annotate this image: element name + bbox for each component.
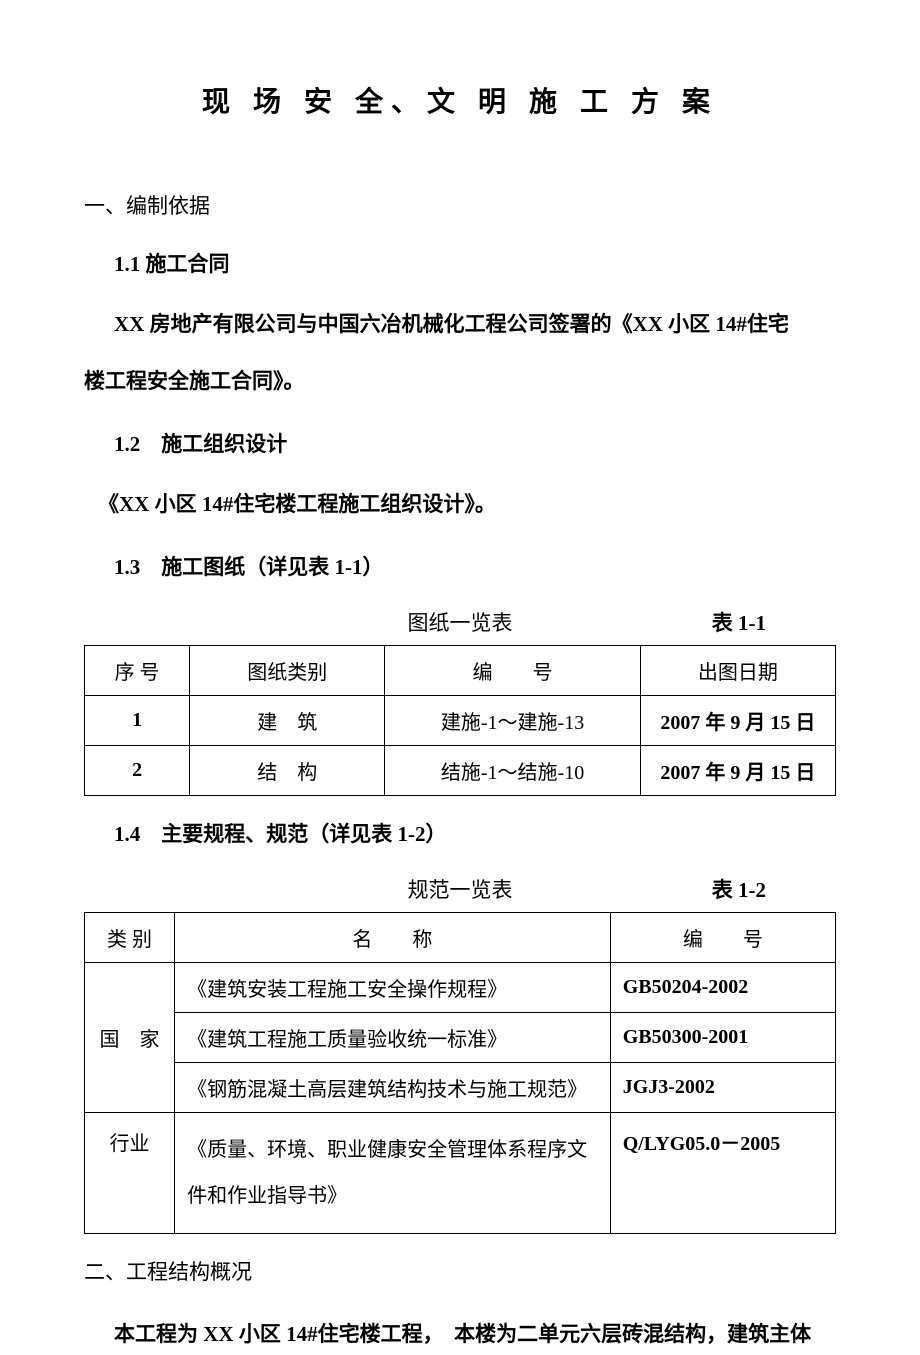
table-cell-category: 国 家 xyxy=(85,962,175,1112)
table-row: 国 家 《建筑安装工程施工安全操作规程》 GB50204-2002 xyxy=(85,962,836,1012)
body-1-2: 《XX 小区 14#住宅楼工程施工组织设计》。 xyxy=(98,484,836,525)
table-cell: GB50300-2001 xyxy=(610,1012,835,1062)
table-cell: 建 筑 xyxy=(190,695,385,745)
table-cell: Q/LYG05.0－2005 xyxy=(610,1112,835,1233)
table-cell: 2007 年 9 月 15 日 xyxy=(640,745,835,795)
table-cell: 结施-1～结施-10 xyxy=(385,745,640,795)
table-row: 序 号 图纸类别 编 号 出图日期 xyxy=(85,645,836,695)
section-1-heading: 一、编制依据 xyxy=(84,190,836,220)
table-cell: 2 xyxy=(85,745,190,795)
table-1-caption-title: 图纸一览表 xyxy=(408,607,513,637)
table-cell: 1 xyxy=(85,695,190,745)
table-row: 2 结 构 结施-1～结施-10 2007 年 9 月 15 日 xyxy=(85,745,836,795)
table-cell: 《建筑安装工程施工安全操作规程》 xyxy=(175,962,611,1012)
table-1-caption-right: 表 1-1 xyxy=(712,607,766,637)
table-cell: 《钢筋混凝土高层建筑结构技术与施工规范》 xyxy=(175,1062,611,1112)
subsection-1-1: 1.1 施工合同 xyxy=(114,248,836,278)
body-1-1-cont: 楼工程安全施工合同》。 xyxy=(84,361,836,402)
table-header: 编 号 xyxy=(610,912,835,962)
section-2-heading: 二、工程结构概况 xyxy=(84,1256,836,1286)
table-2-caption-title: 规范一览表 xyxy=(408,874,513,904)
document-title: 现 场 安 全、文 明 施 工 方 案 xyxy=(84,80,836,120)
table-1-caption: 图纸一览表 表 1-1 xyxy=(84,607,836,637)
table-header: 编 号 xyxy=(385,645,640,695)
body-2: 本工程为 XX 小区 14#住宅楼工程， 本楼为二单元六层砖混结构，建筑主体 xyxy=(114,1314,836,1355)
table-row: 1 建 筑 建施-1～建施-13 2007 年 9 月 15 日 xyxy=(85,695,836,745)
table-row: 《建筑工程施工质量验收统一标准》 GB50300-2001 xyxy=(85,1012,836,1062)
body-2-text: 本工程为 XX 小区 14#住宅楼工程， 本楼为二单元六层砖混结构，建筑主体 xyxy=(114,1322,811,1346)
table-header: 图纸类别 xyxy=(190,645,385,695)
table-row: 类 别 名 称 编 号 xyxy=(85,912,836,962)
table-row: 行业 《质量、环境、职业健康安全管理体系程序文件和作业指导书》 Q/LYG05.… xyxy=(85,1112,836,1233)
table-cell: 《建筑工程施工质量验收统一标准》 xyxy=(175,1012,611,1062)
table-2-caption: 规范一览表 表 1-2 xyxy=(84,874,836,904)
table-1-drawings: 序 号 图纸类别 编 号 出图日期 1 建 筑 建施-1～建施-13 2007 … xyxy=(84,645,836,796)
table-header: 序 号 xyxy=(85,645,190,695)
table-cell: 建施-1～建施-13 xyxy=(385,695,640,745)
table-cell: 2007 年 9 月 15 日 xyxy=(640,695,835,745)
subsection-1-3: 1.3 施工图纸（详见表 1-1） xyxy=(114,551,836,581)
table-cell: JGJ3-2002 xyxy=(610,1062,835,1112)
table-cell: GB50204-2002 xyxy=(610,962,835,1012)
table-header: 名 称 xyxy=(175,912,611,962)
subsection-1-2: 1.2 施工组织设计 xyxy=(114,428,836,458)
table-cell: 结 构 xyxy=(190,745,385,795)
body-1-1-line-b: 楼工程安全施工合同》。 xyxy=(84,369,305,393)
table-row: 《钢筋混凝土高层建筑结构技术与施工规范》 JGJ3-2002 xyxy=(85,1062,836,1112)
table-2-caption-right: 表 1-2 xyxy=(712,874,766,904)
table-cell-category: 行业 xyxy=(85,1112,175,1233)
body-1-1: XX 房地产有限公司与中国六冶机械化工程公司签署的《XX 小区 14#住宅 xyxy=(114,304,836,345)
subsection-1-4: 1.4 主要规程、规范（详见表 1-2） xyxy=(114,818,836,848)
table-2-standards: 类 别 名 称 编 号 国 家 《建筑安装工程施工安全操作规程》 GB50204… xyxy=(84,912,836,1234)
table-header: 出图日期 xyxy=(640,645,835,695)
body-1-1-line-a: XX 房地产有限公司与中国六冶机械化工程公司签署的《XX 小区 14#住宅 xyxy=(114,312,789,336)
table-header: 类 别 xyxy=(85,912,175,962)
table-cell: 《质量、环境、职业健康安全管理体系程序文件和作业指导书》 xyxy=(175,1112,611,1233)
